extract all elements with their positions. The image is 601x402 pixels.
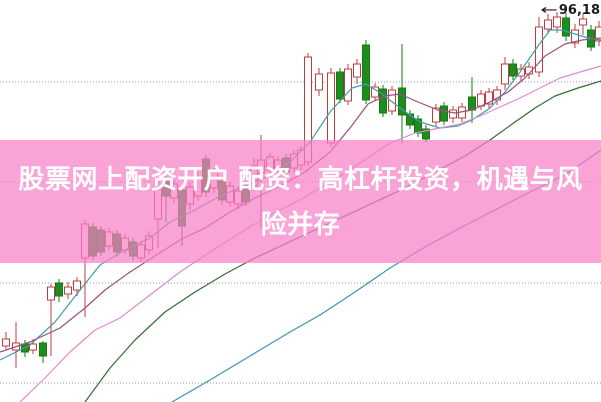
candle-up (315, 73, 323, 91)
candle-up (388, 89, 396, 112)
candle-up (553, 16, 561, 28)
candle-down (468, 96, 476, 111)
last-price-value: 96,18 (558, 2, 600, 18)
last-price-annotation: ← 96,18 (540, 2, 600, 18)
candle-up (344, 68, 352, 102)
candle-down (362, 44, 370, 101)
candle-down (422, 128, 430, 140)
candle-up (64, 286, 72, 295)
candle-down (39, 342, 47, 357)
candle-up (353, 63, 361, 78)
candle-up (517, 68, 525, 77)
candle-up (579, 18, 587, 26)
ma-mid-maroon (0, 37, 601, 353)
candle-up (595, 26, 601, 42)
banner-title-line2: 险并存 (260, 209, 341, 239)
candle-down (55, 282, 63, 297)
candle-up (29, 343, 37, 351)
candle-down (440, 105, 448, 122)
candle-down (562, 17, 570, 37)
candle-up (501, 63, 509, 85)
candle-up (73, 280, 81, 291)
candle-up (47, 286, 55, 301)
candle-down (398, 87, 406, 116)
candle-up (485, 91, 493, 105)
banner-title-line1: 股票网上配资开户 配资：高杠杆投资，机遇与风 (18, 164, 583, 194)
candle-up (477, 93, 485, 107)
candle-up (571, 29, 579, 44)
candle-down (336, 71, 344, 100)
candle-up (2, 338, 10, 347)
candle-up (544, 19, 552, 30)
candle-up (449, 109, 457, 119)
candle-down (509, 63, 517, 77)
candle-up (432, 107, 440, 123)
candle-down (379, 88, 387, 114)
left-arrow-icon: ← (540, 2, 558, 18)
candle-down (406, 113, 414, 126)
promo-banner: 股票网上配资开户 配资：高杠杆投资，机遇与风 险并存 (0, 140, 601, 263)
